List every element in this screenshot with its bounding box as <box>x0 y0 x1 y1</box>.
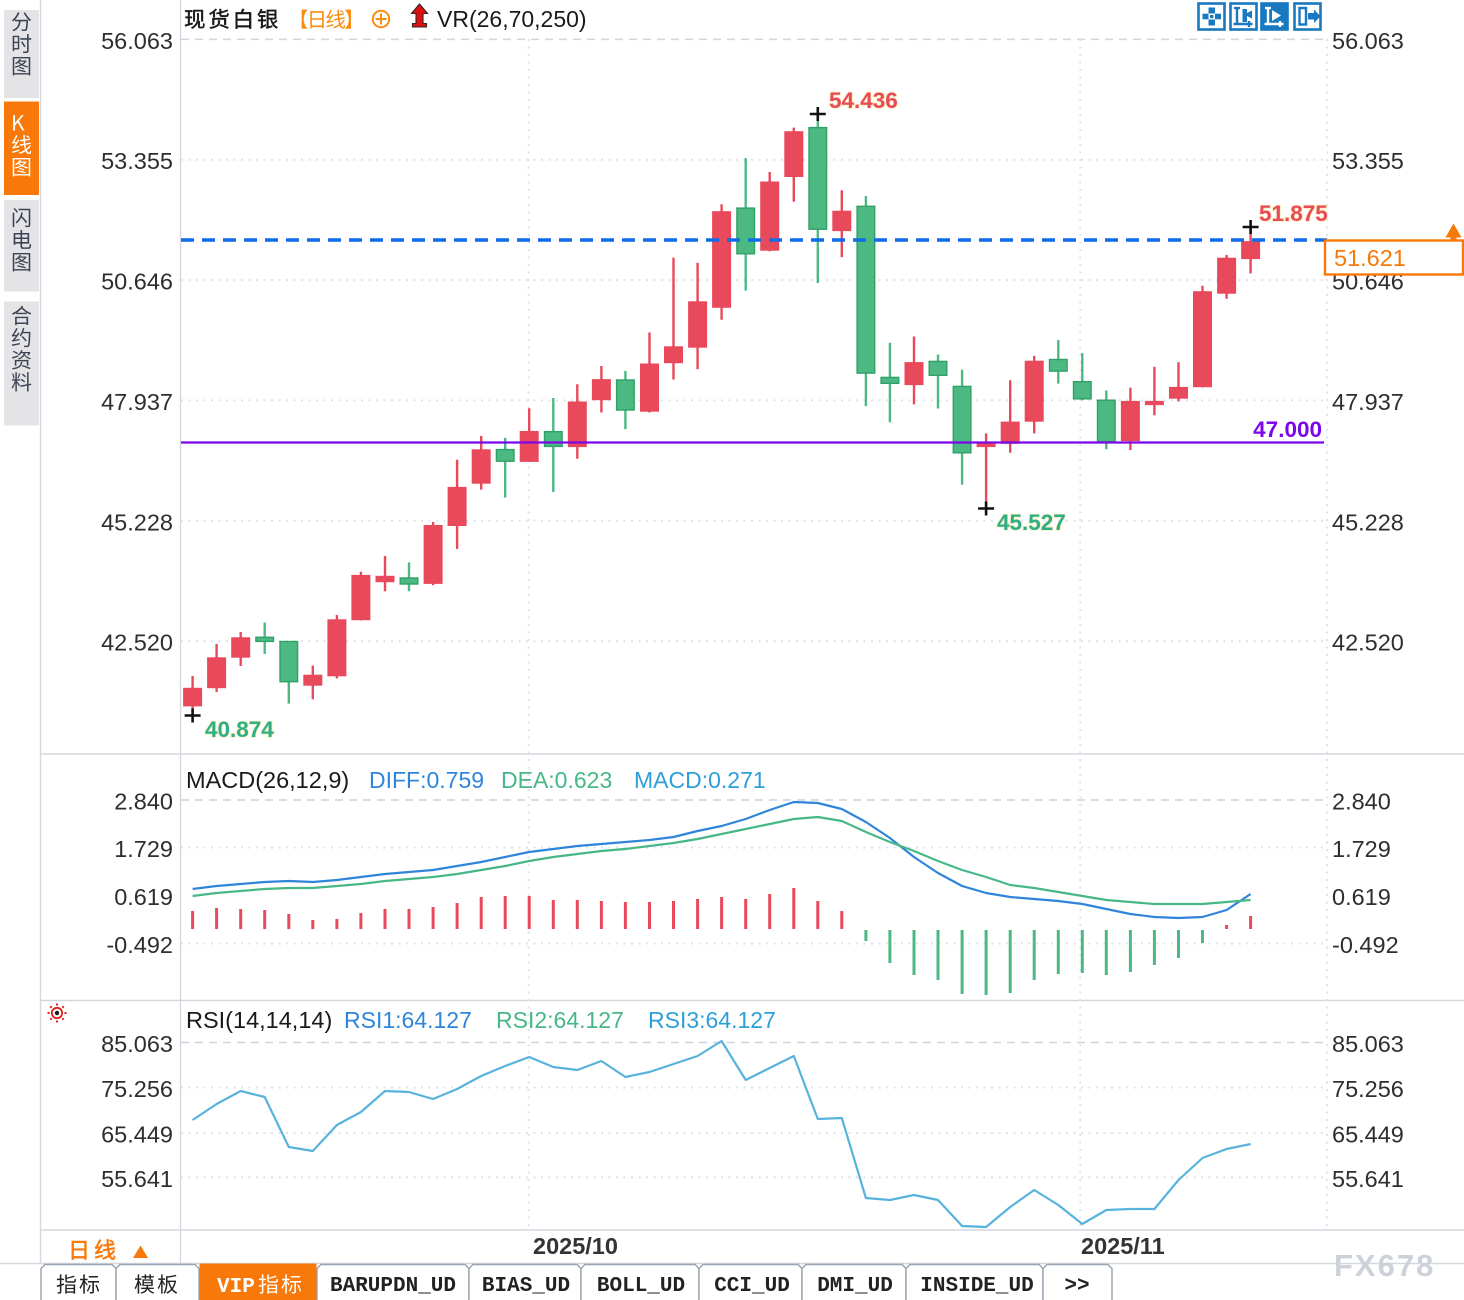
svg-text:0.619: 0.619 <box>1332 884 1391 910</box>
svg-text:MACD:0.271: MACD:0.271 <box>634 767 766 793</box>
svg-text:50.646: 50.646 <box>101 269 173 295</box>
svg-text:42.520: 42.520 <box>101 630 173 656</box>
svg-text:CCI_UD: CCI_UD <box>714 1275 790 1298</box>
svg-text:RSI3:64.127: RSI3:64.127 <box>648 1007 776 1033</box>
svg-text:FX678: FX678 <box>1334 1248 1435 1283</box>
svg-text:BOLL_UD: BOLL_UD <box>597 1275 685 1298</box>
svg-text:45.228: 45.228 <box>101 509 173 535</box>
svg-text:-0.492: -0.492 <box>106 932 173 958</box>
svg-text:1.729: 1.729 <box>1332 836 1391 862</box>
svg-text:42.520: 42.520 <box>1332 630 1404 656</box>
svg-text:55.641: 55.641 <box>1332 1166 1404 1192</box>
svg-text:VIP: VIP <box>217 1276 255 1299</box>
svg-text:DEA:0.623: DEA:0.623 <box>501 767 612 793</box>
svg-text:56.063: 56.063 <box>1332 28 1404 54</box>
svg-text:DIFF:0.759: DIFF:0.759 <box>369 767 484 793</box>
svg-text:RSI(14,14,14): RSI(14,14,14) <box>186 1007 332 1033</box>
svg-text:56.063: 56.063 <box>101 28 173 54</box>
svg-text:40.874: 40.874 <box>205 717 274 742</box>
svg-text:45.527: 45.527 <box>997 510 1066 535</box>
svg-text:51.621: 51.621 <box>1334 245 1406 271</box>
svg-text:VR(26,70,250): VR(26,70,250) <box>437 6 587 32</box>
svg-text:1.729: 1.729 <box>114 836 173 862</box>
svg-text:0.619: 0.619 <box>114 884 173 910</box>
svg-text:47.937: 47.937 <box>101 389 173 415</box>
svg-text:2025/10: 2025/10 <box>533 1233 618 1259</box>
svg-text:2.840: 2.840 <box>114 789 173 815</box>
svg-text:BARUPDN_UD: BARUPDN_UD <box>330 1275 456 1298</box>
svg-text:2025/11: 2025/11 <box>1081 1233 1165 1259</box>
svg-text:51.875: 51.875 <box>1259 201 1328 226</box>
svg-text:47.000: 47.000 <box>1253 417 1322 442</box>
svg-text:65.449: 65.449 <box>101 1122 173 1148</box>
svg-text:85.063: 85.063 <box>101 1031 173 1057</box>
svg-text:53.355: 53.355 <box>101 148 173 174</box>
svg-text:-0.492: -0.492 <box>1332 932 1399 958</box>
svg-text:55.641: 55.641 <box>101 1166 173 1192</box>
svg-text:75.256: 75.256 <box>101 1076 173 1102</box>
svg-text:54.436: 54.436 <box>829 88 898 113</box>
svg-text:DMI_UD: DMI_UD <box>817 1275 893 1298</box>
svg-text:75.256: 75.256 <box>1332 1076 1404 1102</box>
svg-text:45.228: 45.228 <box>1332 509 1404 535</box>
svg-text:MACD(26,12,9): MACD(26,12,9) <box>186 767 349 793</box>
svg-text:RSI2:64.127: RSI2:64.127 <box>496 1007 624 1033</box>
svg-text:BIAS_UD: BIAS_UD <box>482 1275 570 1298</box>
svg-text:2.840: 2.840 <box>1332 789 1391 815</box>
svg-text:65.449: 65.449 <box>1332 1122 1404 1148</box>
svg-text:>>: >> <box>1064 1275 1089 1298</box>
svg-text:47.937: 47.937 <box>1332 389 1404 415</box>
svg-text:53.355: 53.355 <box>1332 148 1404 174</box>
svg-text:85.063: 85.063 <box>1332 1031 1404 1057</box>
svg-text:INSIDE_UD: INSIDE_UD <box>920 1275 1033 1298</box>
svg-text:RSI1:64.127: RSI1:64.127 <box>344 1007 472 1033</box>
